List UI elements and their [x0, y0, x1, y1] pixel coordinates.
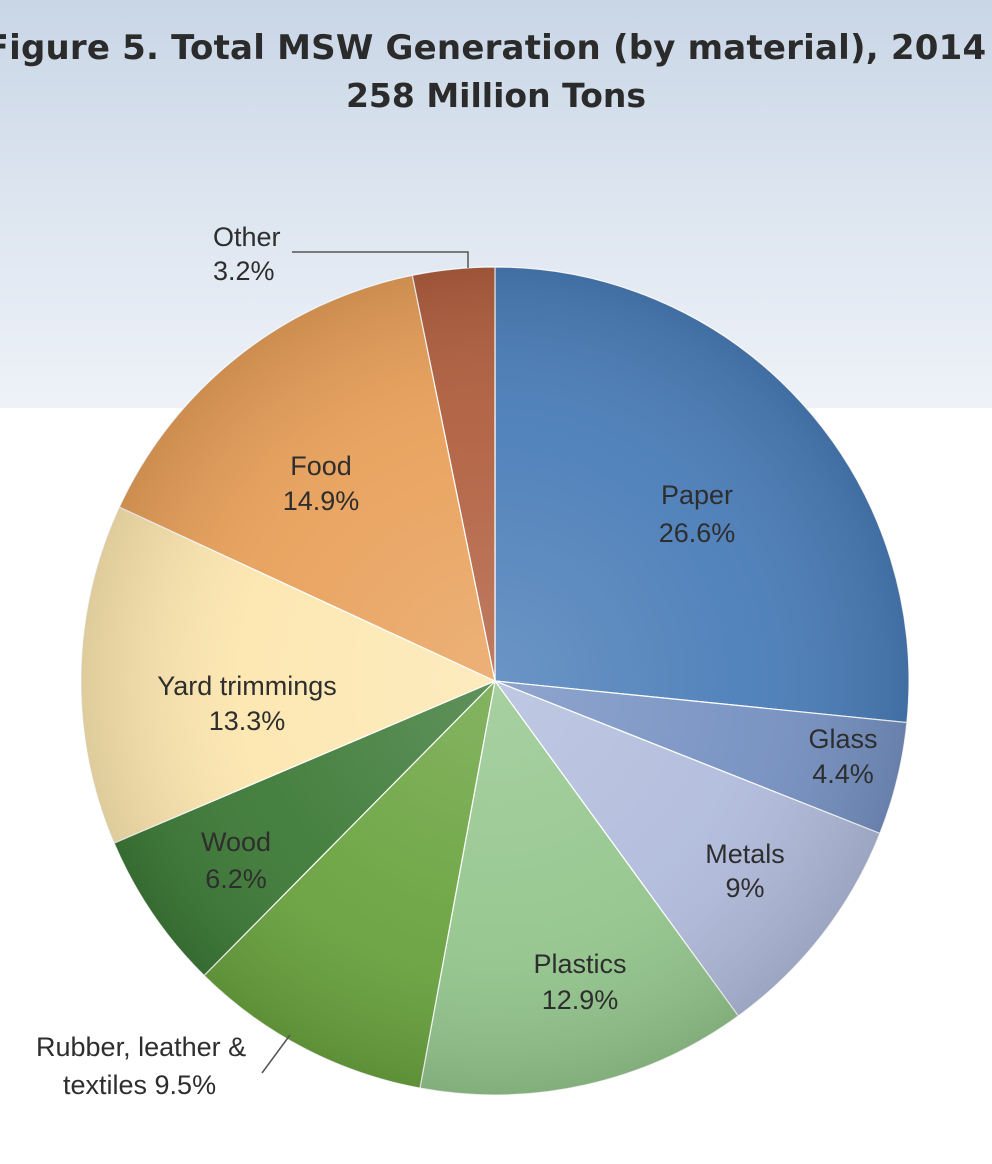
slice-label-paper: Paper — [661, 480, 733, 510]
slice-value-glass: 4.4% — [812, 759, 874, 789]
slice-value-yard-trimmings: 13.3% — [209, 706, 286, 736]
slice-label-plastics: Plastics — [533, 949, 626, 979]
rubber-leader-line — [261, 1034, 291, 1074]
other-leader-line — [292, 251, 469, 268]
slice-value-paper: 26.6% — [659, 518, 736, 548]
chart-title-block: Figure 5. Total MSW Generation (by mater… — [0, 28, 992, 115]
pie-labels: Paper 26.6% Glass 4.4% Metals 9% Plastics 12.9%… — [157, 451, 877, 1015]
slice-label-wood: Wood — [201, 827, 271, 857]
slice-label-glass: Glass — [808, 724, 877, 754]
slice-value-plastics: 12.9% — [542, 985, 619, 1015]
slice-value-metals: 9% — [725, 873, 764, 903]
chart-subtitle: 258 Million Tons — [345, 76, 647, 115]
rubber-label-name: Rubber, leather & — [36, 1032, 246, 1062]
slice-label-food: Food — [290, 451, 352, 481]
rubber-label-value: textiles 9.5% — [63, 1070, 216, 1100]
other-label-name: Other — [213, 222, 281, 252]
chart-title: Figure 5. Total MSW Generation (by mater… — [0, 28, 987, 68]
slice-value-food: 14.9% — [283, 486, 360, 516]
slice-label-yard-trimmings: Yard trimmings — [157, 671, 337, 701]
slice-value-wood: 6.2% — [205, 864, 267, 894]
external-labels: Other 3.2% Rubber, leather & textiles 9.… — [36, 222, 469, 1100]
other-label-value: 3.2% — [213, 256, 275, 286]
slice-label-metals: Metals — [705, 839, 785, 869]
